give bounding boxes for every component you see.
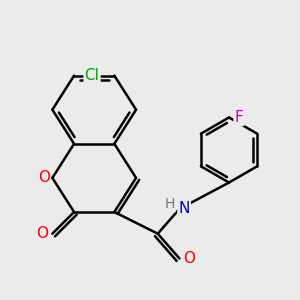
Text: Cl: Cl xyxy=(85,68,100,83)
Text: N: N xyxy=(178,201,190,216)
Text: O: O xyxy=(183,251,195,266)
Text: H: H xyxy=(164,197,175,211)
Text: O: O xyxy=(37,226,49,241)
Text: F: F xyxy=(235,110,243,125)
Text: O: O xyxy=(38,170,50,185)
